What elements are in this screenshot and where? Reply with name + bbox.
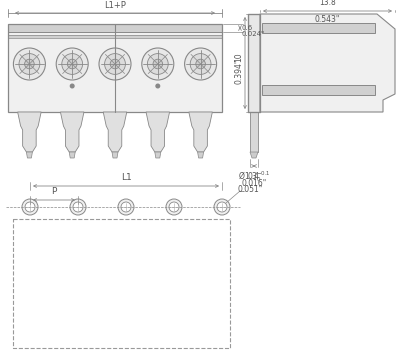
Circle shape	[13, 48, 46, 80]
Polygon shape	[250, 152, 258, 158]
Polygon shape	[18, 112, 41, 152]
Text: 0.4: 0.4	[248, 172, 260, 181]
Circle shape	[217, 202, 227, 212]
Text: 0.543": 0.543"	[315, 15, 340, 24]
Circle shape	[56, 48, 88, 80]
Circle shape	[25, 202, 35, 212]
Text: 0.051": 0.051"	[238, 185, 263, 194]
Bar	[262, 23, 375, 33]
Circle shape	[62, 54, 82, 74]
Circle shape	[214, 199, 230, 215]
Text: 13.8: 13.8	[319, 0, 336, 7]
Text: P: P	[51, 187, 57, 196]
Polygon shape	[103, 112, 127, 152]
Circle shape	[121, 202, 131, 212]
Text: 0.394": 0.394"	[234, 58, 243, 84]
Bar	[8, 24, 222, 112]
Bar	[250, 112, 258, 152]
Circle shape	[156, 84, 160, 88]
Circle shape	[19, 54, 40, 74]
Circle shape	[169, 202, 179, 212]
Text: 0.6: 0.6	[242, 25, 253, 31]
Circle shape	[67, 59, 77, 69]
Text: Ø1.3$^{-0.1}_{0}$: Ø1.3$^{-0.1}_{0}$	[238, 169, 271, 184]
Circle shape	[70, 199, 86, 215]
Bar	[248, 14, 260, 112]
Bar	[262, 85, 375, 95]
Circle shape	[24, 59, 34, 69]
Circle shape	[22, 199, 38, 215]
Circle shape	[166, 199, 182, 215]
Circle shape	[196, 59, 206, 69]
Text: 10: 10	[234, 52, 243, 62]
Text: L1+P: L1+P	[104, 1, 126, 10]
Polygon shape	[198, 152, 204, 158]
Polygon shape	[155, 152, 161, 158]
Polygon shape	[26, 152, 32, 158]
Text: 0.016": 0.016"	[241, 179, 267, 188]
Circle shape	[118, 199, 134, 215]
Polygon shape	[260, 14, 395, 112]
Polygon shape	[69, 152, 75, 158]
Circle shape	[70, 84, 74, 88]
Polygon shape	[112, 152, 118, 158]
Circle shape	[99, 48, 131, 80]
Circle shape	[105, 54, 126, 74]
Polygon shape	[146, 112, 170, 152]
Circle shape	[185, 48, 217, 80]
Bar	[8, 24, 222, 112]
Circle shape	[147, 54, 168, 74]
Polygon shape	[60, 112, 84, 152]
Circle shape	[153, 59, 163, 69]
Bar	[8, 24, 222, 32]
Circle shape	[190, 54, 211, 74]
Circle shape	[110, 59, 120, 69]
Bar	[13, 219, 230, 348]
Circle shape	[142, 48, 174, 80]
Text: 0.024": 0.024"	[242, 31, 265, 37]
Circle shape	[73, 202, 83, 212]
Bar	[8, 35, 222, 38]
Polygon shape	[189, 112, 212, 152]
Bar	[248, 14, 260, 112]
Text: L1: L1	[121, 173, 131, 182]
